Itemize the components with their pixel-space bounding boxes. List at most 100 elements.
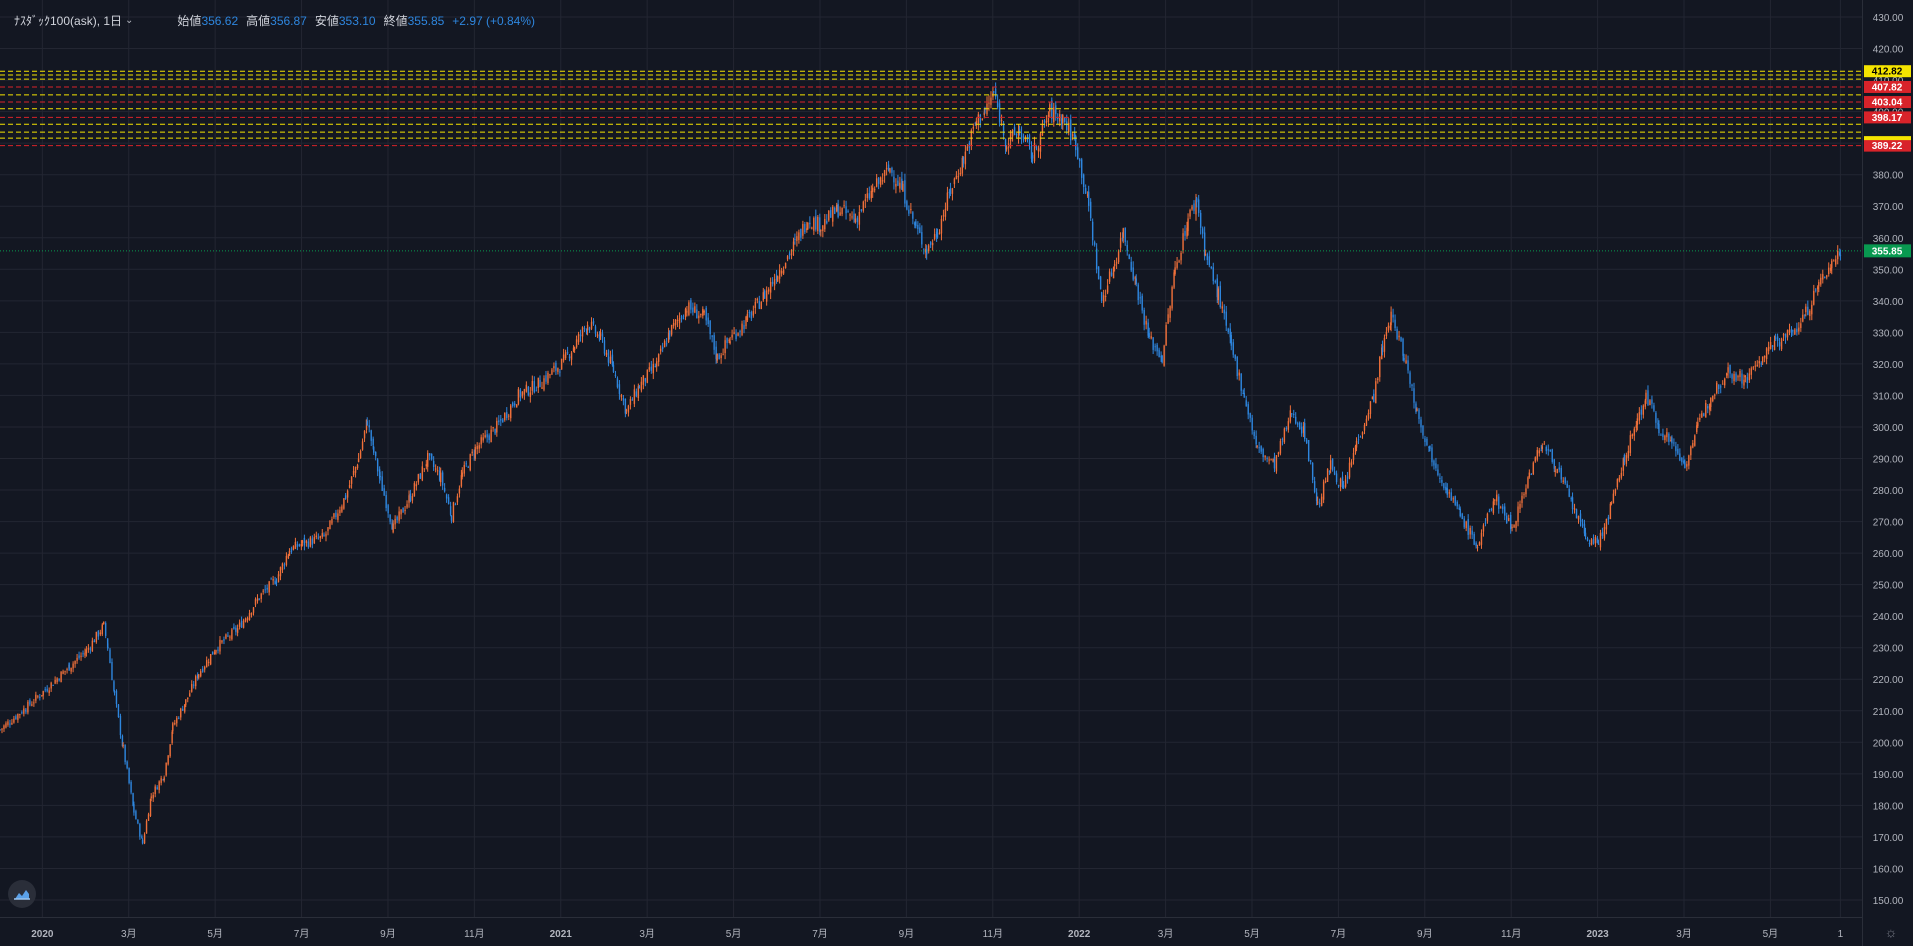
price-line-label-bg[interactable] (1864, 96, 1911, 109)
candle (748, 309, 751, 318)
time-axis[interactable] (0, 917, 1862, 946)
candle (447, 494, 450, 505)
candle-body (1082, 174, 1085, 188)
candle-body (743, 325, 745, 330)
candle (233, 623, 235, 630)
candle-body (272, 579, 274, 581)
price-line-label-bg[interactable] (1864, 65, 1911, 78)
candle-body (875, 178, 878, 187)
candle-body (294, 541, 297, 549)
candle-body (1573, 508, 1576, 510)
candle-body (298, 544, 301, 546)
candle-body (1100, 292, 1103, 301)
tradingview-cloud-icon[interactable] (8, 880, 36, 908)
candle (1573, 503, 1576, 514)
candle (1113, 260, 1116, 272)
candle (1815, 288, 1817, 293)
candle (93, 639, 96, 643)
candle-body (1285, 428, 1288, 430)
candle-body (830, 210, 832, 218)
candle (527, 385, 530, 397)
candle (1093, 240, 1096, 247)
candle (1511, 524, 1513, 532)
candle-body (23, 708, 25, 714)
candle-body (27, 701, 29, 713)
price-line-label[interactable]: 403.04 (1872, 98, 1903, 109)
candle (281, 562, 284, 574)
candle-body (1204, 253, 1207, 255)
candle (746, 309, 749, 322)
candle-body (1167, 314, 1169, 324)
candle (931, 239, 934, 251)
gear-icon[interactable]: ☼ (1884, 924, 1898, 940)
grid (0, 0, 1862, 917)
candle-body (1113, 263, 1116, 267)
candle (126, 760, 128, 770)
chevron-down-icon[interactable]: ⌄ (125, 15, 134, 26)
candle-body (716, 353, 718, 361)
candle-body (473, 453, 475, 456)
candle-body (972, 126, 975, 129)
candle-body (752, 311, 755, 316)
candle (949, 182, 952, 197)
price-line-label-bg[interactable] (1864, 111, 1911, 124)
candle-body (1459, 508, 1461, 517)
price-line-label-bg[interactable] (1864, 80, 1911, 93)
candle-body (917, 224, 919, 230)
candle-body (1837, 251, 1839, 260)
candle (767, 287, 770, 295)
candle-body (1268, 459, 1270, 461)
candle-body (1251, 417, 1253, 431)
candle (337, 509, 339, 523)
candle-body (592, 321, 595, 324)
candle-body (357, 458, 360, 463)
candle-body (348, 484, 351, 488)
candle-body (1128, 254, 1130, 259)
candle (686, 306, 688, 317)
candle-body (97, 631, 100, 637)
candle (1305, 437, 1308, 445)
candle (1335, 470, 1338, 485)
candle-body (1062, 114, 1064, 124)
candle (1596, 535, 1599, 544)
candle (897, 174, 899, 187)
candle-body (262, 590, 264, 592)
candle (953, 177, 956, 189)
candle (469, 453, 471, 472)
candle-body (227, 635, 229, 637)
candle (1055, 101, 1057, 121)
candle-body (684, 309, 687, 318)
price-line-label[interactable]: 398.17 (1872, 113, 1903, 124)
candle-body (1028, 134, 1031, 145)
candle-body (775, 275, 778, 281)
price-line-label-bg[interactable] (1864, 139, 1911, 152)
candle (1581, 518, 1584, 528)
candle-body (1446, 488, 1448, 495)
candle-body (150, 796, 152, 799)
price-line-marker[interactable] (1864, 136, 1911, 141)
candle (13, 715, 15, 724)
y-tick-label: 230.00 (1873, 644, 1904, 655)
candle-body (901, 178, 903, 190)
price-line-label[interactable]: 389.22 (1872, 141, 1903, 152)
candle-body (800, 228, 802, 238)
candle-body (339, 510, 341, 514)
symbol-label[interactable]: ﾅｽﾀﾞｯｸ100(ask), 1日 (14, 14, 123, 28)
candle (1714, 393, 1716, 400)
candle (17, 713, 19, 723)
candle-body (1407, 360, 1409, 371)
candle (1488, 508, 1491, 513)
candle (901, 171, 903, 190)
price-line-label[interactable]: 407.82 (1872, 82, 1903, 93)
price-axis[interactable] (1862, 0, 1913, 946)
candle-body (914, 222, 916, 226)
horizontal-price-lines[interactable] (0, 70, 1862, 252)
candle (776, 275, 779, 282)
price-line-label[interactable]: 412.82 (1872, 67, 1903, 78)
ohlc-legend[interactable]: ﾅｽﾀﾞｯｸ100(ask), 1日 ⌄ 始値 356.62 高値 356.87… (14, 12, 535, 30)
candle-body (638, 386, 641, 389)
open-value: 356.62 (201, 14, 239, 28)
candle (1082, 173, 1085, 194)
